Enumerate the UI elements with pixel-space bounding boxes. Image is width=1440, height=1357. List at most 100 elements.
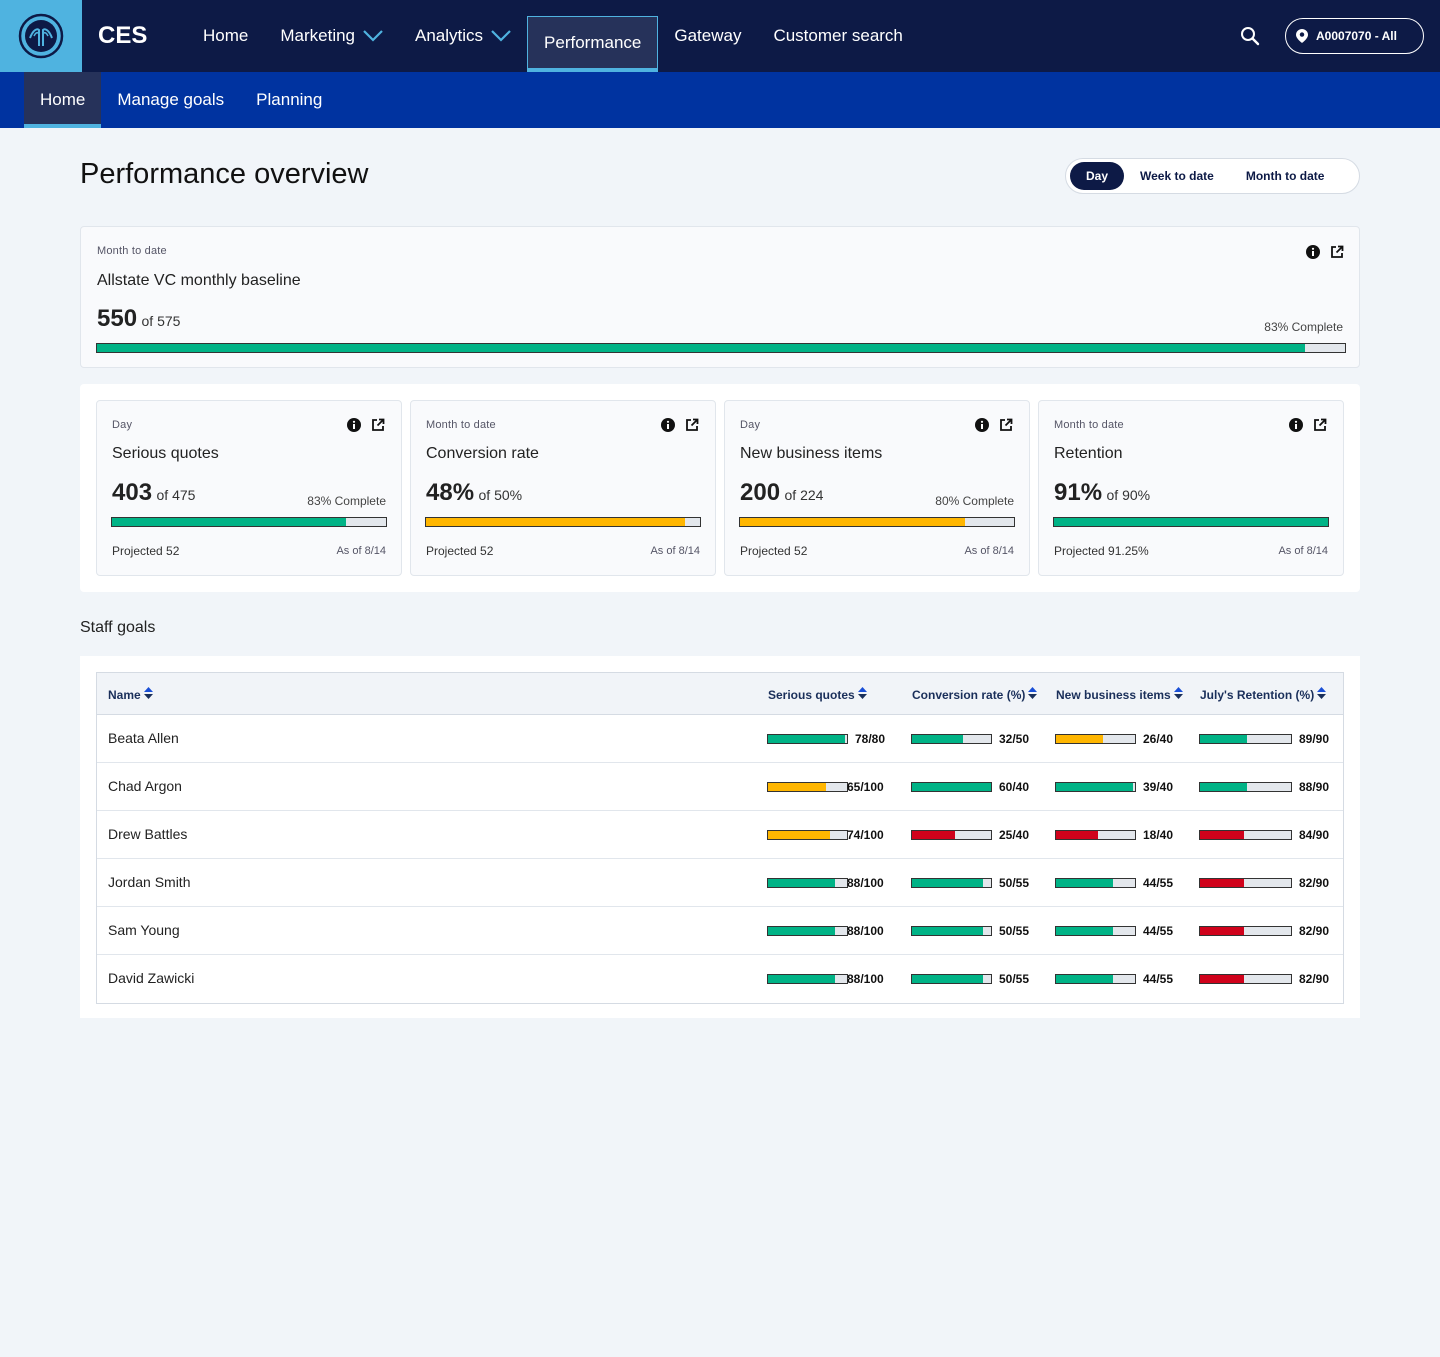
column-header-serious-quotes[interactable]: Serious quotes bbox=[768, 687, 867, 702]
agent-selector-label: A0007070 - All bbox=[1316, 29, 1397, 43]
baseline-value-group: 550 of 575 bbox=[97, 305, 180, 333]
baseline-progress-bar bbox=[96, 343, 1346, 353]
search-button[interactable] bbox=[1238, 24, 1262, 48]
sort-icon[interactable] bbox=[1317, 687, 1327, 702]
staff-progress-fill bbox=[912, 831, 955, 839]
chevron-down-icon bbox=[363, 30, 383, 42]
external-link-icon[interactable] bbox=[685, 418, 699, 432]
nav-item-customer-search[interactable]: Customer search bbox=[757, 0, 918, 72]
staff-progress-bar bbox=[1199, 926, 1292, 936]
table-row[interactable]: Jordan Smith 88/100 50/55 44/55 82/90 bbox=[97, 859, 1343, 907]
nav-item-label: Customer search bbox=[773, 26, 903, 45]
kpi-value-group: 403 of 475 bbox=[112, 479, 195, 507]
column-header-name[interactable]: Name bbox=[108, 687, 153, 702]
sort-icon[interactable] bbox=[143, 687, 153, 702]
nav-item-home[interactable]: Home bbox=[187, 0, 264, 72]
kpi-projected: Projected 91.25% bbox=[1054, 544, 1149, 558]
nav-item-marketing[interactable]: Marketing bbox=[264, 0, 399, 72]
nav-item-analytics[interactable]: Analytics bbox=[399, 0, 527, 72]
agent-selector-button[interactable]: A0007070 - All bbox=[1285, 18, 1424, 54]
staff-goal-value: 89/90 bbox=[1299, 732, 1330, 746]
kpi-projected: Projected 52 bbox=[426, 544, 494, 558]
external-link-icon[interactable] bbox=[1330, 245, 1344, 259]
table-row[interactable]: Drew Battles 74/100 25/40 18/40 84/90 bbox=[97, 811, 1343, 859]
table-row[interactable]: Sam Young 88/100 50/55 44/55 82/90 bbox=[97, 907, 1343, 955]
subnav-item-planning[interactable]: Planning bbox=[240, 72, 338, 128]
kpi-target: of 224 bbox=[784, 487, 824, 503]
staff-progress-fill bbox=[768, 975, 836, 983]
staff-progress-bar bbox=[1055, 782, 1136, 792]
info-icon[interactable] bbox=[975, 418, 989, 432]
staff-name: Sam Young bbox=[108, 922, 180, 938]
nav-item-performance[interactable]: Performance bbox=[527, 16, 659, 72]
column-header-new-business-items[interactable]: New business items bbox=[1056, 687, 1183, 702]
staff-goal-value: 65/100 bbox=[847, 780, 884, 794]
kpi-actions bbox=[347, 418, 385, 432]
sub-nav: Home Manage goals Planning bbox=[24, 72, 338, 128]
sort-icon[interactable] bbox=[1173, 687, 1183, 702]
column-header-conversion-rate[interactable]: Conversion rate (%) bbox=[912, 687, 1038, 702]
column-header-label: New business items bbox=[1056, 687, 1171, 702]
kpi-progress-fill bbox=[112, 518, 347, 526]
staff-progress-bar bbox=[767, 830, 848, 840]
staff-goal-value: 88/100 bbox=[847, 924, 884, 938]
kpi-card-new-business-items: Day New business items 200 of 224 80% Compl… bbox=[724, 400, 1030, 576]
table-row[interactable]: Beata Allen 78/80 32/50 26/40 89/90 bbox=[97, 715, 1343, 763]
info-icon[interactable] bbox=[347, 418, 361, 432]
search-icon bbox=[1241, 27, 1260, 46]
column-header-july-s-retention[interactable]: July's Retention (%) bbox=[1200, 687, 1327, 702]
baseline-value: 550 bbox=[97, 305, 138, 332]
staff-progress-bar bbox=[1055, 878, 1136, 888]
staff-goal-value: 84/90 bbox=[1299, 828, 1330, 842]
allstate-logo[interactable] bbox=[0, 0, 82, 72]
table-row[interactable]: Chad Argon 65/100 60/40 39/40 88/90 bbox=[97, 763, 1343, 811]
info-icon[interactable] bbox=[661, 418, 675, 432]
period-toggle: Day Week to date Month to date bbox=[1065, 158, 1360, 194]
baseline-card: Month to date Allstate VC monthly baseli… bbox=[80, 226, 1360, 368]
staff-goal-value: 50/55 bbox=[999, 972, 1030, 986]
column-header-label: Name bbox=[108, 687, 141, 702]
kpi-progress-bar bbox=[425, 517, 701, 527]
staff-goals-table: Name Serious quotes Conversion rate (%) New… bbox=[96, 672, 1344, 1004]
info-icon[interactable] bbox=[1306, 245, 1320, 259]
kpi-title: New business items bbox=[740, 445, 883, 462]
staff-progress-fill bbox=[768, 831, 830, 839]
kpi-card-retention: Month to date Retention 91% of 90% Projecte… bbox=[1038, 400, 1344, 576]
staff-progress-bar bbox=[911, 734, 992, 744]
staff-progress-fill bbox=[1200, 783, 1248, 791]
staff-progress-bar bbox=[911, 926, 992, 936]
external-link-icon[interactable] bbox=[1313, 418, 1327, 432]
kpi-title: Retention bbox=[1054, 445, 1123, 462]
staff-progress-bar bbox=[1055, 974, 1136, 984]
nav-item-gateway[interactable]: Gateway bbox=[658, 0, 757, 72]
staff-goal-value: 82/90 bbox=[1299, 972, 1330, 986]
external-link-icon[interactable] bbox=[999, 418, 1013, 432]
period-option-day[interactable]: Day bbox=[1070, 162, 1125, 190]
staff-progress-fill bbox=[1056, 927, 1113, 935]
kpi-progress-bar bbox=[1053, 517, 1329, 527]
period-option-week-to-date[interactable]: Week to date bbox=[1140, 169, 1214, 183]
staff-progress-bar bbox=[767, 878, 848, 888]
info-icon[interactable] bbox=[1289, 418, 1303, 432]
staff-progress-fill bbox=[912, 927, 984, 935]
kpi-eyebrow: Month to date bbox=[1054, 419, 1124, 431]
chevron-down-icon bbox=[491, 30, 511, 42]
sort-icon[interactable] bbox=[1028, 687, 1038, 702]
staff-goal-value: 44/55 bbox=[1143, 972, 1174, 986]
kpi-progress-fill bbox=[740, 518, 965, 526]
staff-progress-bar bbox=[767, 734, 848, 744]
page-title: Performance overview bbox=[80, 158, 369, 190]
sort-icon[interactable] bbox=[857, 687, 867, 702]
kpi-progress-fill bbox=[426, 518, 685, 526]
kpi-value-group: 91% of 90% bbox=[1054, 479, 1150, 507]
external-link-icon[interactable] bbox=[371, 418, 385, 432]
subnav-item-manage-goals[interactable]: Manage goals bbox=[101, 72, 240, 128]
kpi-as-of: As of 8/14 bbox=[1278, 545, 1328, 557]
staff-name: David Zawicki bbox=[108, 970, 195, 986]
period-option-month-to-date[interactable]: Month to date bbox=[1245, 169, 1325, 183]
subnav-item-home[interactable]: Home bbox=[24, 72, 102, 128]
staff-goal-value: 44/55 bbox=[1143, 924, 1174, 938]
staff-goal-value: 44/55 bbox=[1143, 876, 1174, 890]
nav-item-label: Marketing bbox=[280, 26, 355, 45]
table-row[interactable]: David Zawicki 88/100 50/55 44/55 82/90 bbox=[97, 955, 1343, 1003]
